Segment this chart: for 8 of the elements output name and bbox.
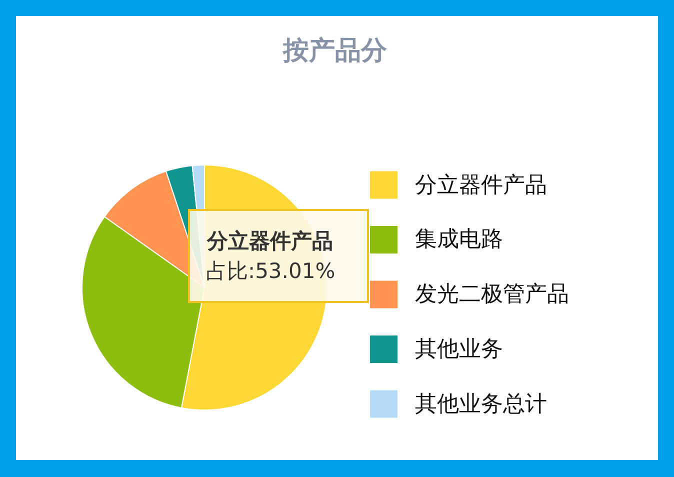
legend-label: 分立器件产品 bbox=[415, 173, 547, 198]
chart-title: 按产品分 bbox=[282, 36, 388, 66]
legend-label: 集成电路 bbox=[415, 227, 503, 252]
text: 分立器件产品 bbox=[206, 229, 333, 253]
legend-label: 发光二极管产品 bbox=[415, 282, 569, 307]
legend-label: 其他业务 bbox=[415, 337, 503, 362]
text: 占比:53.01% bbox=[206, 259, 336, 283]
legend-label: 其他业务总计 bbox=[415, 392, 547, 417]
